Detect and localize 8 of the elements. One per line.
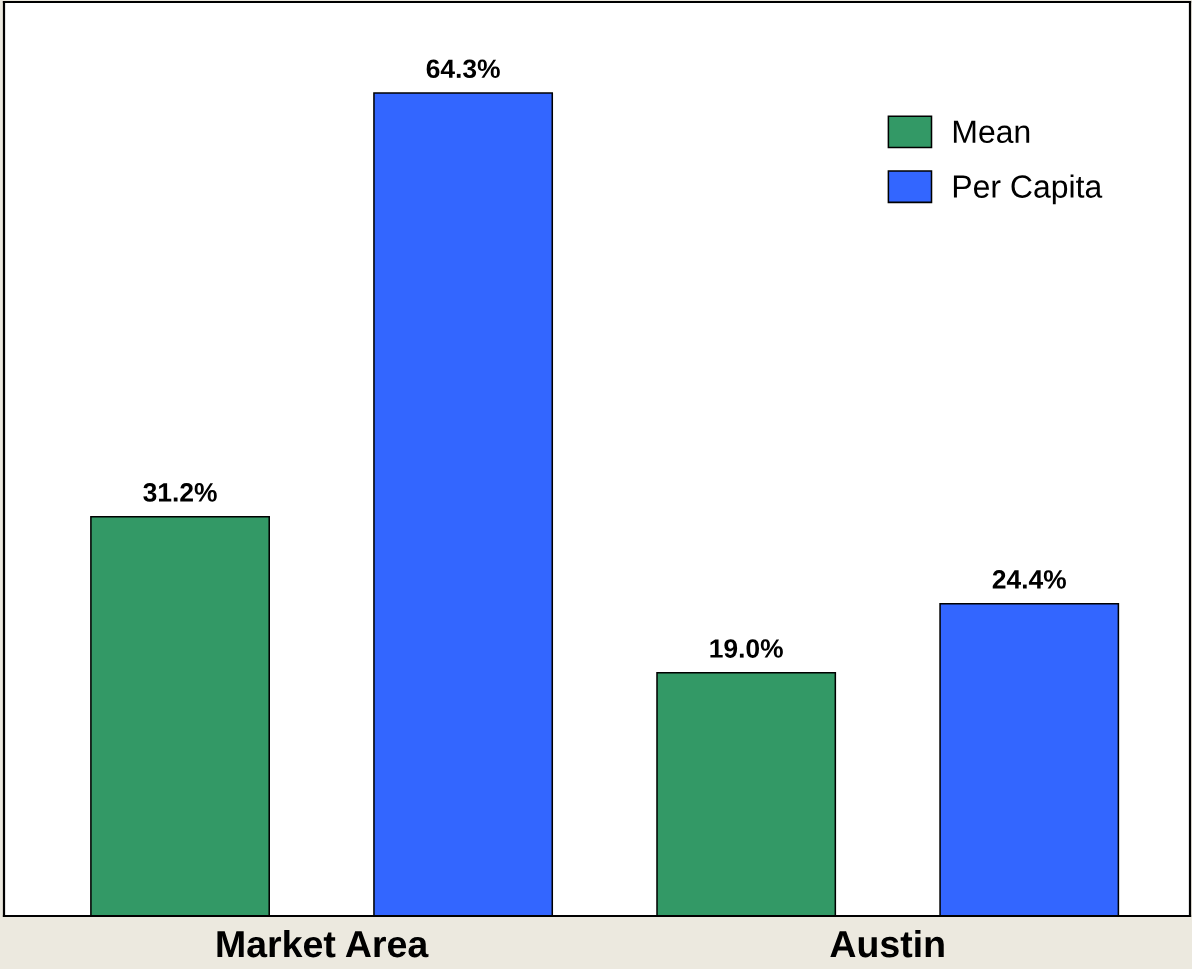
data-label: 64.3% (426, 59, 500, 79)
legend-label: Mean (953, 120, 1030, 144)
legend-label: Per Capita (953, 174, 1103, 205)
data-label: 24.4% (992, 570, 1066, 589)
data-label: 19.0% (710, 639, 783, 658)
x-tick-label: Market Area (217, 929, 429, 958)
x-tick-label: Austin (830, 929, 944, 958)
data-label: 31.2% (143, 483, 217, 502)
